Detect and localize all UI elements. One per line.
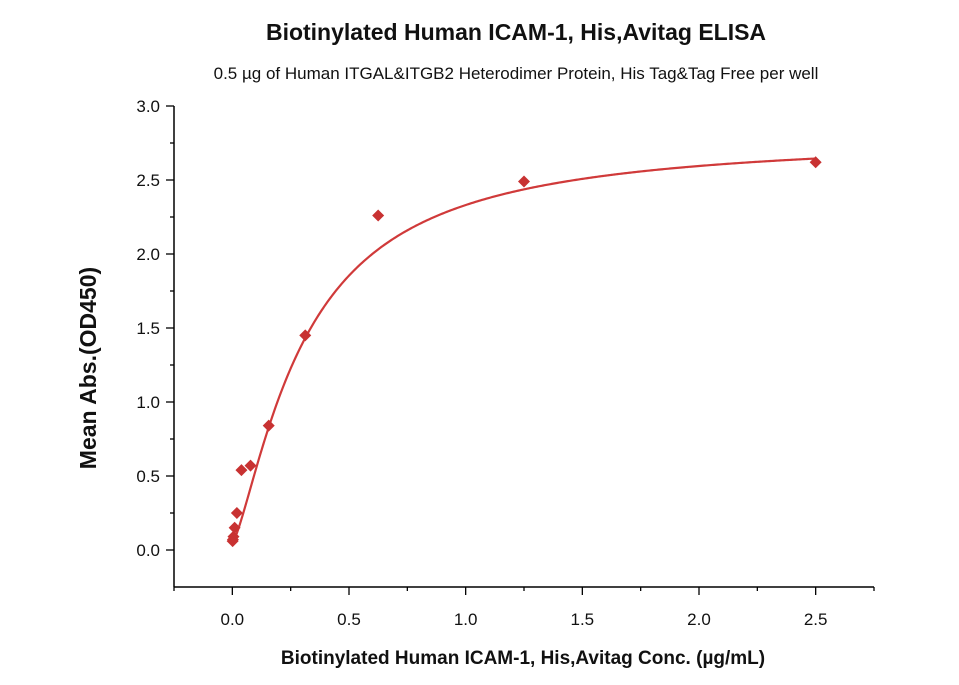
data-point <box>518 175 530 188</box>
chart-subtitle: 0.5 µg of Human ITGAL&ITGB2 Heterodimer … <box>214 64 819 83</box>
y-tick-label: 2.5 <box>136 171 160 190</box>
data-point <box>262 419 275 432</box>
data-point <box>809 156 822 169</box>
data-point <box>235 464 248 477</box>
x-tick-label: 1.0 <box>454 610 478 629</box>
y-tick-label: 1.0 <box>136 393 160 412</box>
y-tick-label: 2.0 <box>136 245 160 264</box>
x-tick-label: 0.5 <box>337 610 361 629</box>
fit-curve <box>231 157 816 543</box>
data-points <box>226 156 822 548</box>
y-axis-ticks: 0.0 0.5 1.0 1.5 2.0 2.5 3.0 <box>136 97 174 560</box>
y-tick-label: 0.0 <box>136 541 160 560</box>
x-axis-title: Biotinylated Human ICAM-1, His,Avitag Co… <box>281 648 765 669</box>
data-point <box>299 329 312 342</box>
y-tick-label: 3.0 <box>136 97 160 116</box>
y-tick-label: 1.5 <box>136 319 160 338</box>
chart-title: Biotinylated Human ICAM-1, His,Avitag EL… <box>266 19 766 45</box>
x-tick-label: 2.0 <box>687 610 711 629</box>
x-tick-label: 1.5 <box>571 610 595 629</box>
data-point <box>244 459 257 472</box>
y-axis-title: Mean Abs.(OD450) <box>75 267 101 469</box>
x-tick-label: 0.0 <box>221 610 245 629</box>
data-point <box>227 530 240 543</box>
data-point <box>372 209 385 222</box>
data-point <box>228 521 241 534</box>
y-tick-label: 0.5 <box>136 467 160 486</box>
x-axis-ticks: 0.0 0.5 1.0 1.5 2.0 2.5 <box>173 587 875 629</box>
x-tick-label: 2.5 <box>804 610 828 629</box>
data-point <box>230 507 243 519</box>
